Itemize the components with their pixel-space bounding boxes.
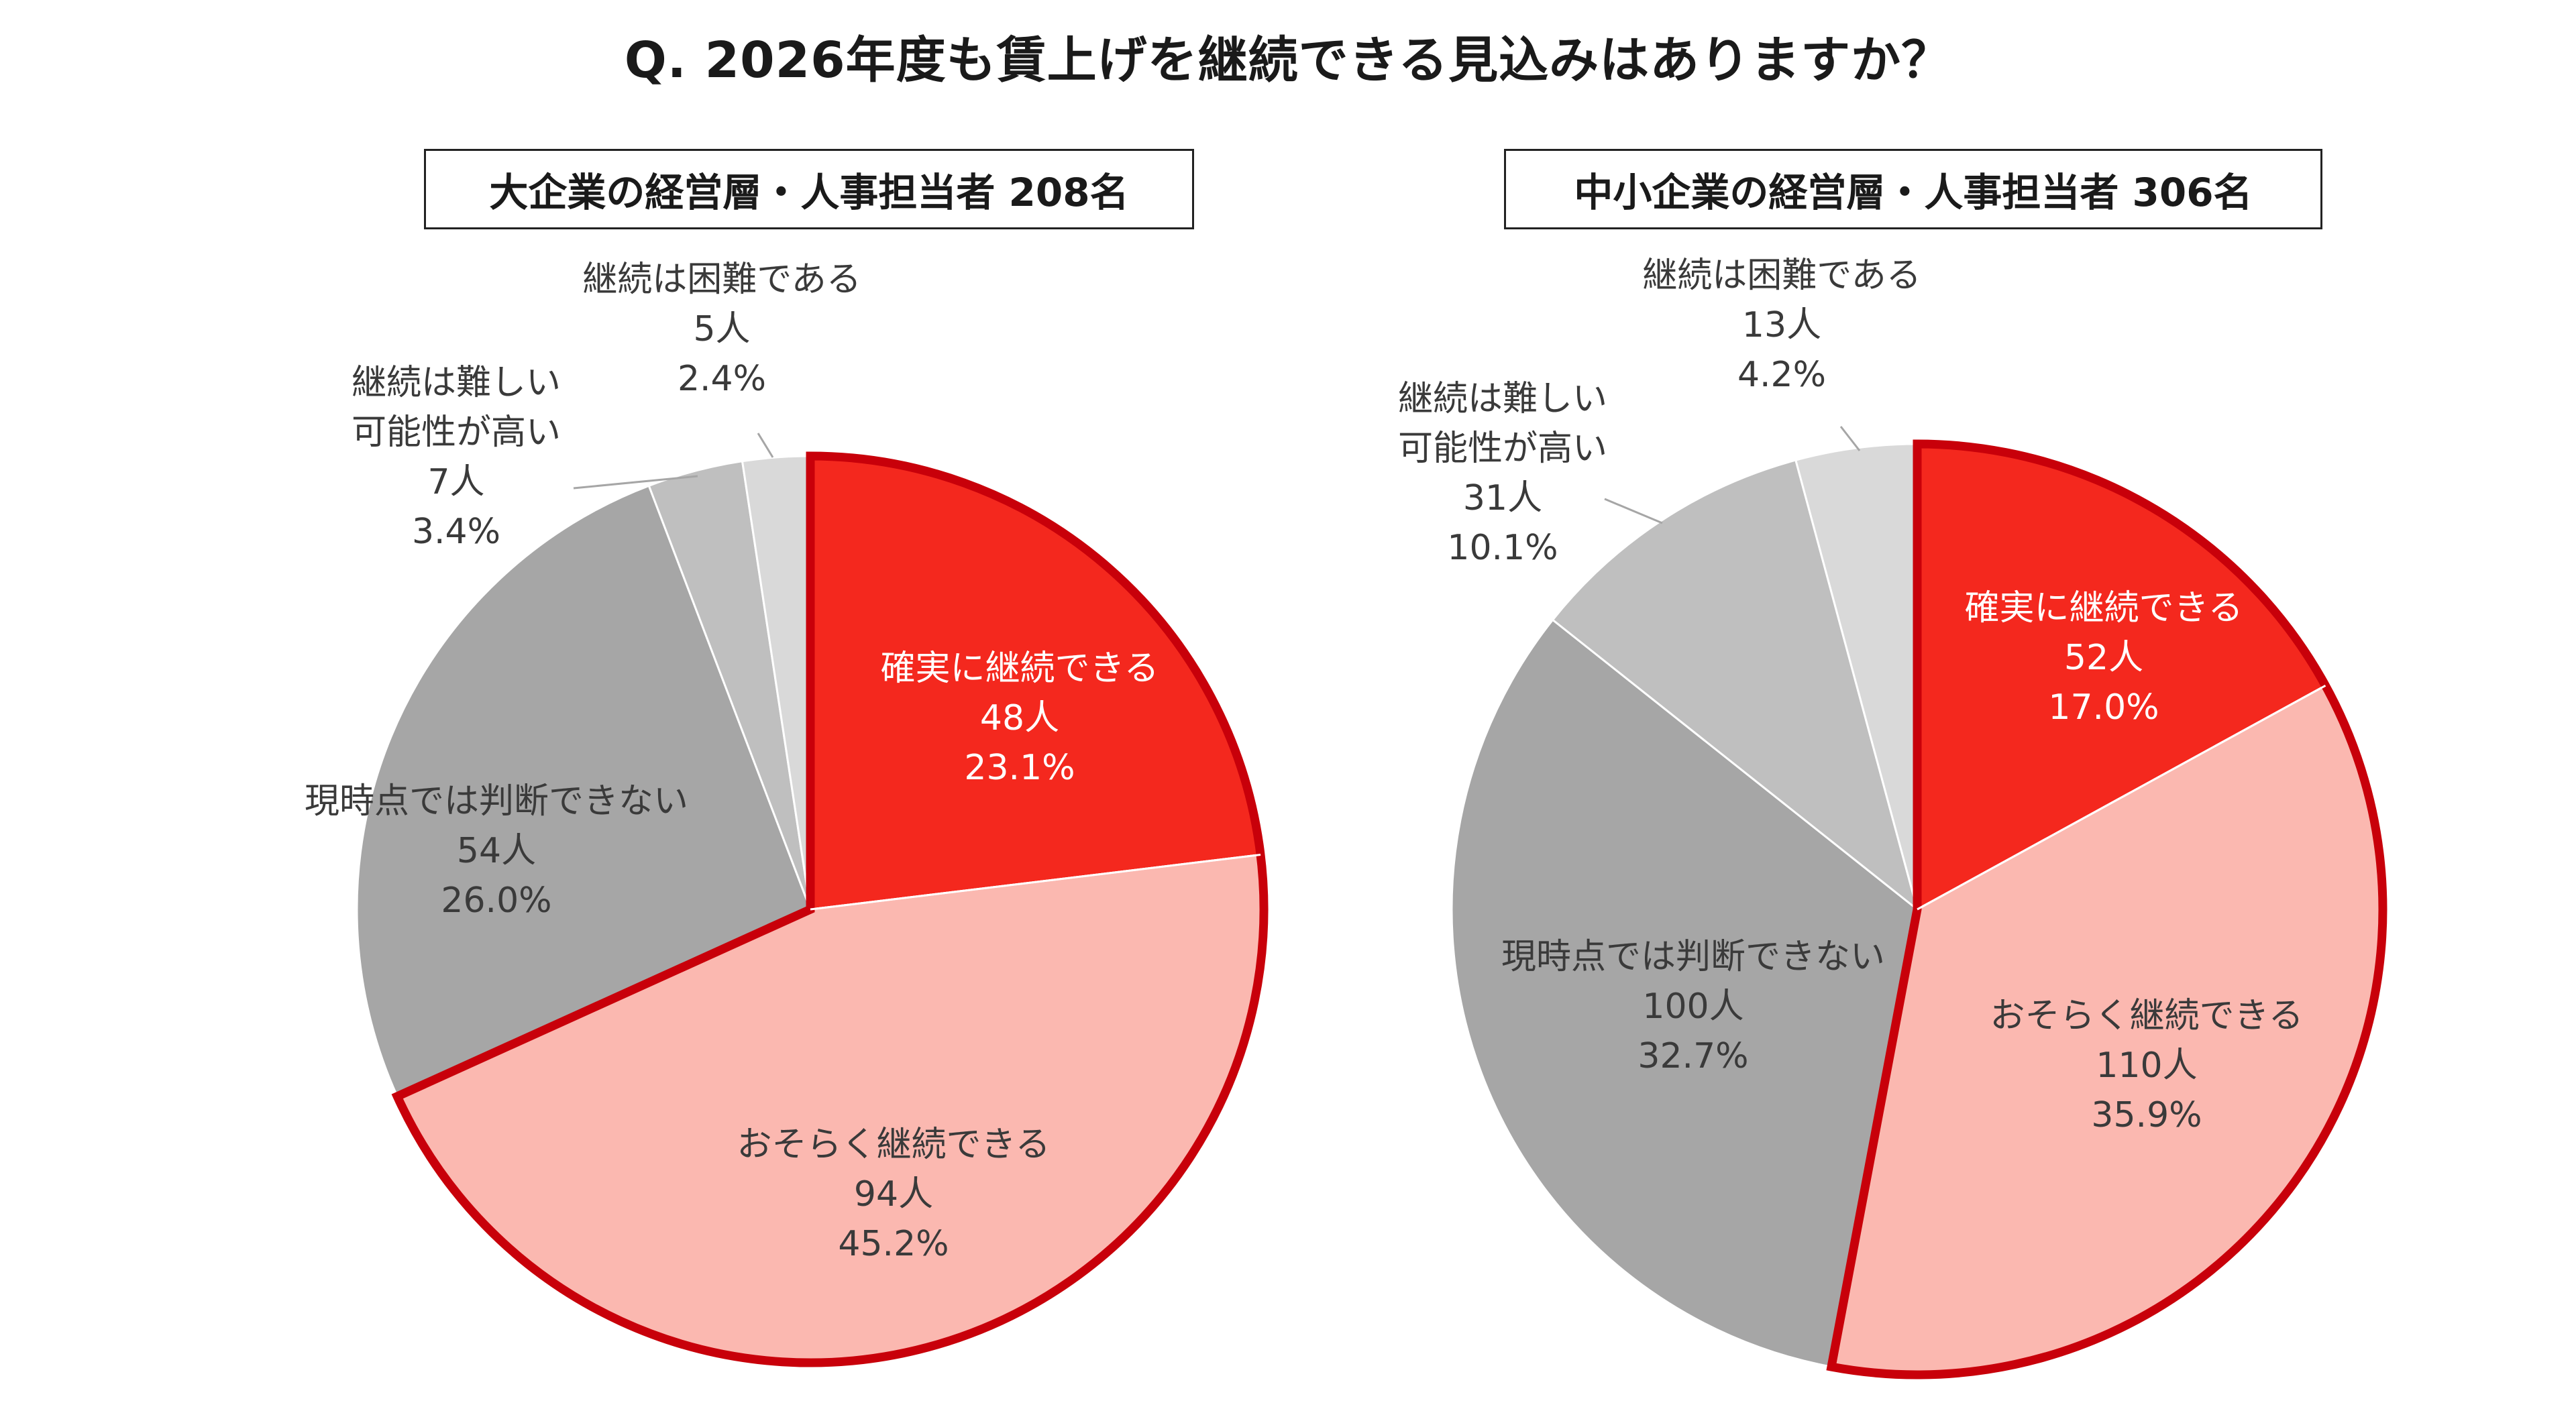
data-label-1-3: 現時点では判断できない 54人 26.0% (305, 781, 688, 921)
pie-slice-2-3 (1450, 618, 1919, 1368)
leader-line-1-4 (573, 475, 698, 490)
pie-chart-1: 確実に継続できる 48人 23.1% おそらく継続できる 94人 45.2% 現時点では判断… (305, 260, 1269, 1367)
data-label-1-2: おそらく継続できる 94人 45.2% (737, 1125, 1051, 1264)
pie-slice-2-4 (1551, 459, 1919, 913)
leader-line-2-4 (1604, 498, 1663, 524)
data-label-2-1: 確実に継続できる 52人 17.0% (1965, 588, 2243, 728)
pie-chart-2: 確実に継続できる 52人 17.0% おそらく継続できる 110人 35.9% 現時点では判… (1398, 256, 2387, 1379)
group-label-large-companies: 大企業の経営層・人事担当者 208名 (424, 149, 1194, 229)
leader-line-2-5 (1839, 426, 1861, 451)
highlight-outline-1 (391, 451, 1269, 1367)
page-title: Q. 2026年度も賃上げを継続できる見込みはありますか？ (624, 32, 1952, 89)
data-label-2-3: 現時点では判断できない 100人 32.7% (1501, 937, 1885, 1076)
data-label-2-4: 継続は難しい可能性が高い 31人 10.1% (1398, 379, 1607, 568)
data-label-1-5: 継続は困難である 5人 2.4% (582, 260, 861, 399)
data-label-2-2: おそらく継続できる 110人 35.9% (1990, 996, 2304, 1135)
group-label-sme: 中小企業の経営層・人事担当者 306名 (1504, 149, 2322, 229)
leader-line-1-5 (757, 433, 774, 458)
data-label-1-1: 確実に継続できる 48人 23.1% (881, 648, 1159, 788)
highlight-outline-2 (1826, 439, 2387, 1379)
slice-divider-2 (1917, 684, 2326, 911)
data-label-1-4: 継続は難しい可能性が高い 7人 3.4% (352, 363, 561, 552)
slice-divider-1 (810, 854, 1261, 911)
pie-slice-1-3 (356, 484, 812, 1098)
data-label-2-5: 継続は困難である 13人 4.2% (1642, 256, 1921, 395)
